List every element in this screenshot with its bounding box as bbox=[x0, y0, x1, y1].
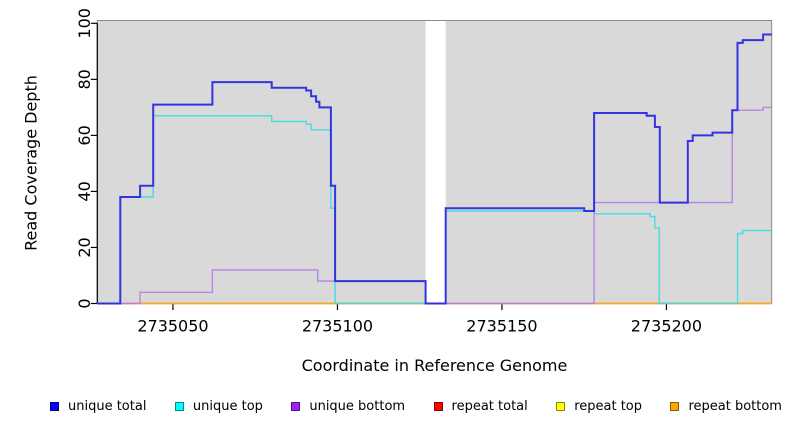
plot-panel-background bbox=[445, 20, 772, 304]
x-axis-title: Coordinate in Reference Genome bbox=[301, 356, 568, 375]
plot-panel-background bbox=[97, 20, 426, 304]
legend-item-unique-total: unique total bbox=[50, 399, 146, 414]
legend: unique total unique top unique bottom repea… bbox=[50, 399, 782, 414]
legend-item-repeat-total: repeat total bbox=[433, 399, 528, 414]
legend-item-unique-bottom: unique bottom bbox=[291, 399, 405, 414]
legend-swatch-unique-top bbox=[174, 402, 184, 411]
legend-item-unique-top: unique top bbox=[174, 399, 263, 414]
series-line-unique-total bbox=[97, 33, 772, 305]
y-axis-title: Read Coverage Depth bbox=[21, 75, 41, 251]
legend-label: repeat top bbox=[574, 399, 642, 414]
legend-swatch-repeat-top bbox=[556, 402, 566, 411]
x-tick-label: 2735050 bbox=[137, 317, 208, 336]
y-tick-label: 40 bbox=[75, 181, 94, 201]
y-tick-label: 60 bbox=[75, 125, 94, 145]
y-tick-label: 20 bbox=[75, 237, 94, 257]
legend-label: repeat bottom bbox=[688, 399, 782, 414]
x-tick-label: 2735200 bbox=[631, 317, 702, 336]
legend-swatch-unique-bottom bbox=[291, 402, 301, 411]
legend-swatch-repeat-total bbox=[433, 402, 443, 411]
legend-item-repeat-bottom: repeat bottom bbox=[670, 399, 782, 414]
legend-label: unique top bbox=[192, 399, 263, 414]
legend-item-repeat-top: repeat top bbox=[556, 399, 642, 414]
legend-swatch-unique-total bbox=[50, 402, 59, 411]
legend-label: unique total bbox=[68, 399, 147, 414]
legend-swatch-repeat-bottom bbox=[670, 402, 680, 411]
series-line-unique-top bbox=[97, 115, 772, 305]
x-tick-label: 2735150 bbox=[466, 317, 537, 336]
legend-label: unique bottom bbox=[309, 399, 406, 414]
legend-label: repeat total bbox=[451, 399, 528, 414]
y-tick-label: 80 bbox=[75, 69, 94, 89]
y-tick-label: 100 bbox=[75, 8, 94, 39]
x-tick-label: 2735100 bbox=[302, 317, 373, 336]
y-tick-label: 0 bbox=[75, 298, 94, 308]
